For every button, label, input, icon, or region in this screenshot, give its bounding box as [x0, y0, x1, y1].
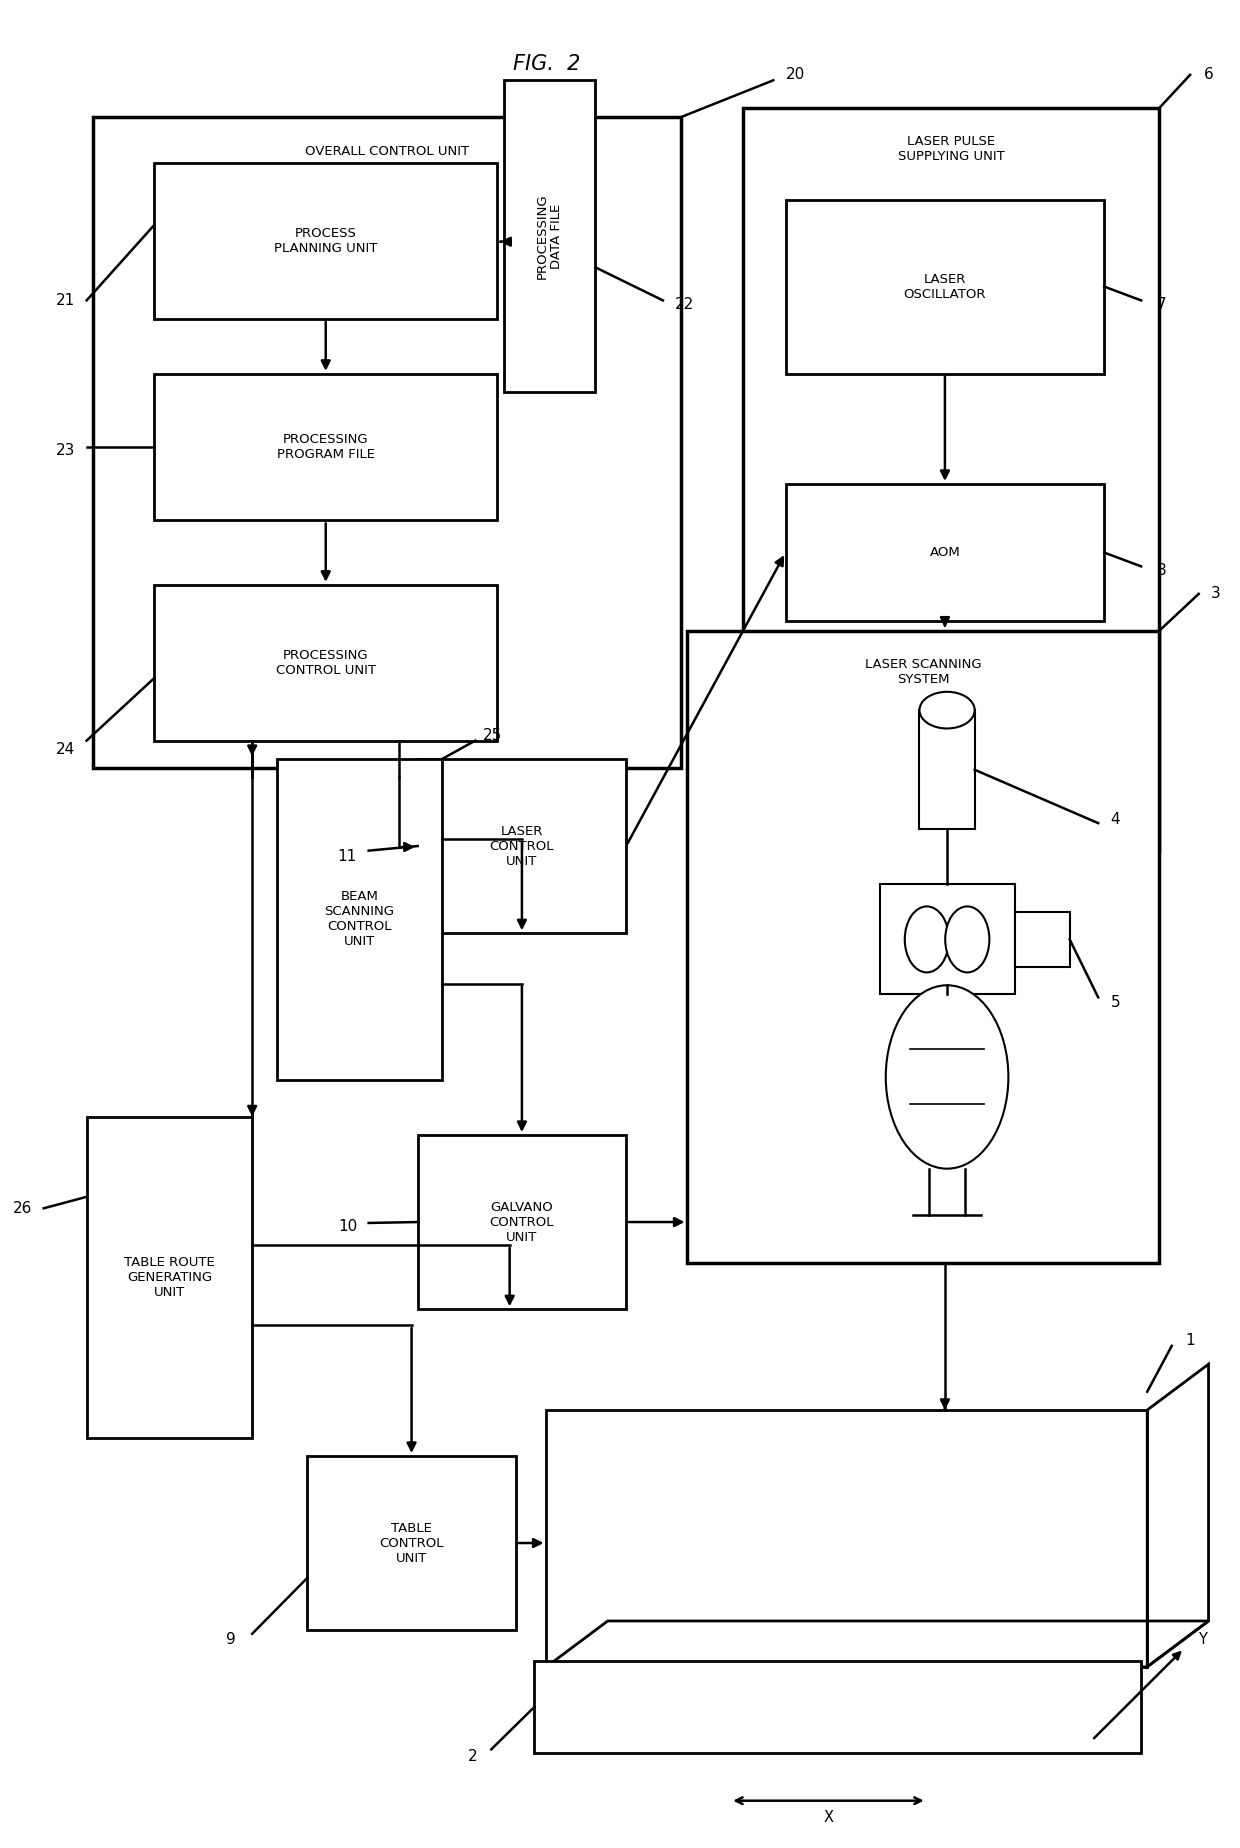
- FancyBboxPatch shape: [308, 1456, 516, 1630]
- Text: 6: 6: [1204, 67, 1214, 83]
- FancyBboxPatch shape: [93, 116, 681, 769]
- FancyBboxPatch shape: [418, 1135, 626, 1308]
- FancyBboxPatch shape: [277, 760, 443, 1079]
- Circle shape: [885, 985, 1008, 1168]
- Text: PROCESS
PLANNING UNIT: PROCESS PLANNING UNIT: [274, 227, 377, 255]
- Text: PROCESSING
CONTROL UNIT: PROCESSING CONTROL UNIT: [275, 649, 376, 676]
- Text: 23: 23: [56, 444, 76, 458]
- FancyBboxPatch shape: [687, 630, 1159, 1264]
- Text: OVERALL CONTROL UNIT: OVERALL CONTROL UNIT: [305, 144, 469, 157]
- FancyBboxPatch shape: [87, 1116, 252, 1438]
- Text: 20: 20: [786, 67, 805, 83]
- Text: 5: 5: [1111, 996, 1120, 1011]
- Text: 2: 2: [467, 1750, 477, 1765]
- Text: Y: Y: [1198, 1632, 1207, 1647]
- FancyBboxPatch shape: [503, 79, 595, 392]
- Text: 25: 25: [482, 728, 502, 743]
- Text: FIG.  2: FIG. 2: [513, 54, 580, 74]
- FancyBboxPatch shape: [1014, 911, 1070, 967]
- Text: AOM: AOM: [930, 547, 960, 560]
- Text: TABLE ROUTE
GENERATING
UNIT: TABLE ROUTE GENERATING UNIT: [124, 1255, 215, 1299]
- Text: GALVANO
CONTROL
UNIT: GALVANO CONTROL UNIT: [490, 1201, 554, 1244]
- Text: X: X: [823, 1809, 833, 1824]
- FancyBboxPatch shape: [154, 373, 497, 521]
- Text: 24: 24: [56, 743, 76, 758]
- Text: LASER
OSCILLATOR: LASER OSCILLATOR: [904, 274, 986, 301]
- Text: 3: 3: [1211, 586, 1220, 601]
- Text: 21: 21: [56, 292, 76, 309]
- Text: PROCESSING
DATA FILE: PROCESSING DATA FILE: [536, 194, 563, 279]
- Text: 1: 1: [1185, 1332, 1195, 1347]
- FancyBboxPatch shape: [879, 885, 1014, 994]
- FancyBboxPatch shape: [743, 107, 1159, 850]
- FancyBboxPatch shape: [534, 1661, 1141, 1754]
- Text: 7: 7: [1157, 296, 1167, 312]
- Text: PROCESSING
PROGRAM FILE: PROCESSING PROGRAM FILE: [277, 432, 374, 462]
- FancyBboxPatch shape: [785, 484, 1105, 621]
- FancyBboxPatch shape: [418, 760, 626, 933]
- Text: LASER
CONTROL
UNIT: LASER CONTROL UNIT: [490, 824, 554, 867]
- Text: TABLE
CONTROL
UNIT: TABLE CONTROL UNIT: [379, 1521, 444, 1565]
- Ellipse shape: [920, 691, 975, 728]
- Circle shape: [945, 906, 990, 972]
- Text: 9: 9: [227, 1632, 236, 1647]
- Text: 10: 10: [339, 1220, 357, 1234]
- FancyBboxPatch shape: [154, 584, 497, 741]
- Text: BEAM
SCANNING
CONTROL
UNIT: BEAM SCANNING CONTROL UNIT: [325, 891, 394, 948]
- Text: 4: 4: [1111, 811, 1120, 826]
- Text: LASER SCANNING
SYSTEM: LASER SCANNING SYSTEM: [866, 658, 982, 686]
- FancyBboxPatch shape: [920, 710, 975, 830]
- FancyBboxPatch shape: [154, 163, 497, 318]
- Text: 26: 26: [14, 1201, 32, 1216]
- FancyBboxPatch shape: [785, 200, 1105, 373]
- Text: LASER PULSE
SUPPLYING UNIT: LASER PULSE SUPPLYING UNIT: [898, 135, 1004, 163]
- Circle shape: [905, 906, 949, 972]
- Text: 8: 8: [1157, 562, 1167, 578]
- Text: 22: 22: [676, 296, 694, 312]
- Text: 11: 11: [337, 848, 356, 863]
